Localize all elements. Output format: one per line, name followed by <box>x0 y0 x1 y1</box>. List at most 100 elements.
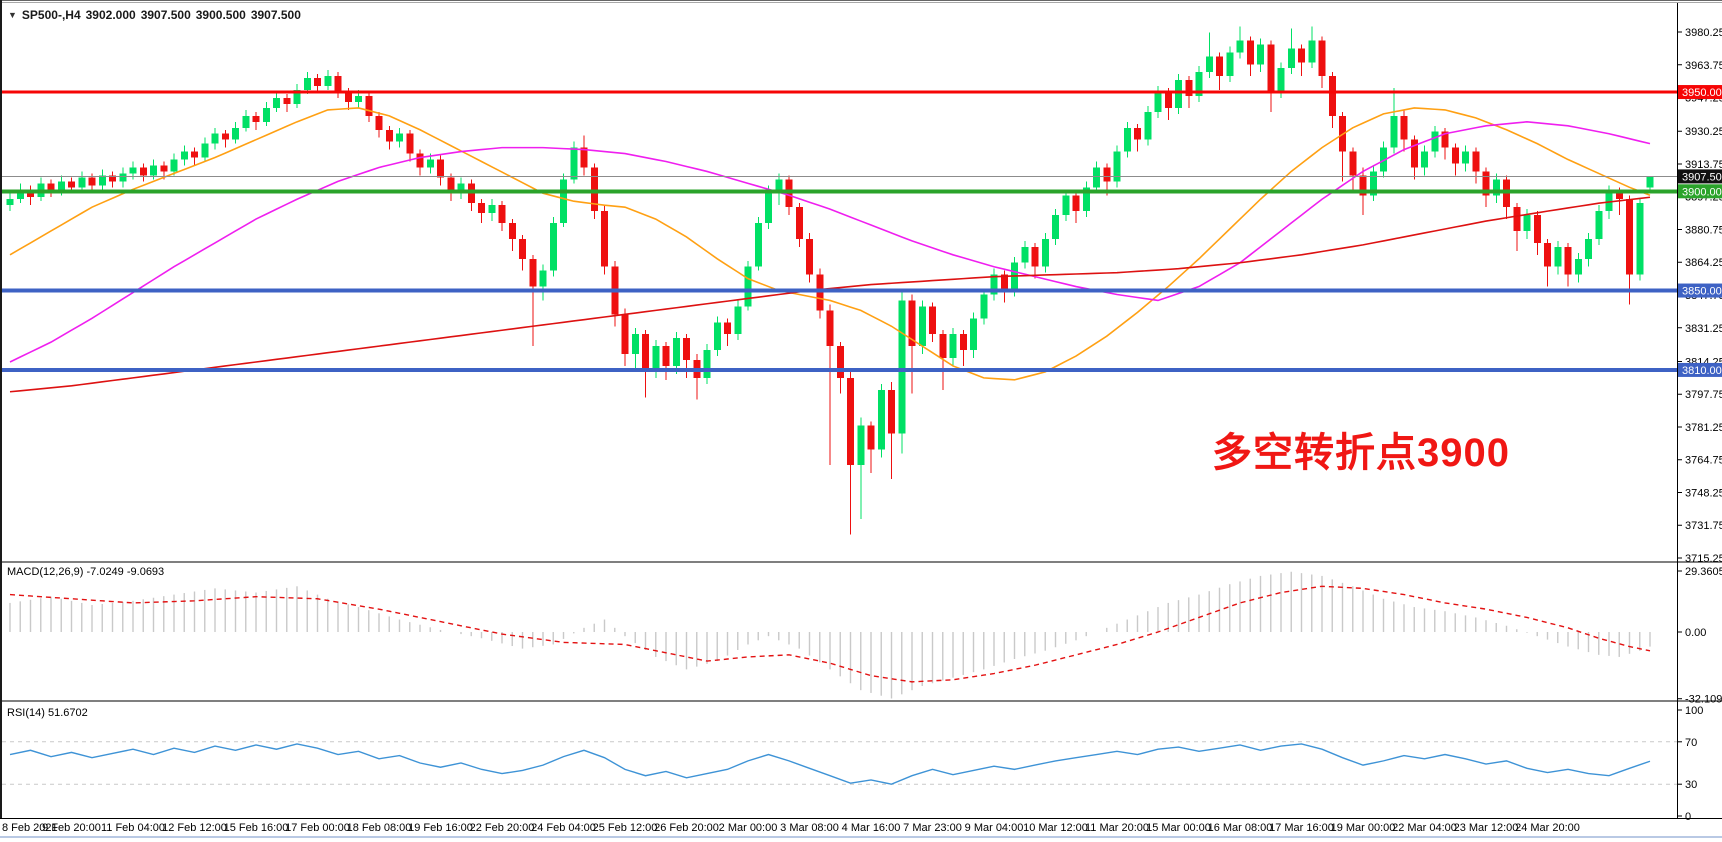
bull-candle <box>457 183 465 194</box>
bull-candle <box>1492 179 1500 196</box>
bull-candle <box>129 167 137 174</box>
bull-candle <box>180 151 188 160</box>
price-tick-label: 3831.250 <box>1685 323 1722 335</box>
price-tick-label: 3864.250 <box>1685 257 1722 269</box>
bear-candle <box>88 177 96 186</box>
bear-candle <box>375 115 383 130</box>
rsi-tick-label: 70 <box>1685 737 1697 749</box>
time-tick-label: 9 Mar 04:00 <box>965 822 1024 834</box>
bear-candle <box>1626 199 1633 275</box>
bear-candle <box>344 92 352 102</box>
bear-candle <box>826 310 834 347</box>
price-tag-label: 3950.000 <box>1682 87 1722 99</box>
bear-candle <box>1072 195 1080 212</box>
bull-candle <box>1369 171 1377 196</box>
rsi-indicator-label: RSI(14) 51.6702 <box>7 707 88 719</box>
bull-candle <box>1646 176 1654 188</box>
bull-candle <box>713 322 721 351</box>
bull-candle <box>560 179 567 224</box>
bear-candle <box>68 181 75 188</box>
bull-candle <box>1175 80 1182 108</box>
price-scale[interactable]: 3980.2503963.7503947.2503930.2503913.750… <box>1678 27 1722 823</box>
bull-candle <box>355 96 362 102</box>
window-bottom-edge <box>0 836 1722 838</box>
bull-candle <box>1236 40 1244 53</box>
bull-candle <box>1123 127 1131 152</box>
analyst-annotation-text[interactable]: 多空转折点3900 <box>1212 431 1510 475</box>
macd-signal-line <box>9 585 1651 683</box>
time-tick-label: 8 Feb 2021 <box>2 822 58 834</box>
bull-candle <box>16 189 24 200</box>
bear-candle <box>1564 246 1572 275</box>
bull-candle <box>744 266 752 307</box>
time-tick-label: 11 Feb 04:00 <box>101 822 165 834</box>
price-tag-label: 3900.000 <box>1682 186 1722 198</box>
bull-candle <box>1226 52 1234 77</box>
bear-candle <box>498 205 506 224</box>
symbol-dropdown-icon[interactable]: ▼ <box>8 10 17 20</box>
bull-candle <box>539 270 547 287</box>
price-tag-3900.000 <box>1678 184 1722 199</box>
bear-candle <box>416 153 424 168</box>
rsi-name: RSI(14) <box>7 707 45 719</box>
bull-candle <box>78 177 86 188</box>
bull-candle <box>980 294 988 319</box>
bear-candle <box>252 115 260 122</box>
price-tick-label: 3930.250 <box>1685 126 1722 138</box>
price-tick-label: 3748.250 <box>1685 487 1722 499</box>
bull-candle <box>1062 195 1070 216</box>
bear-candle <box>47 183 55 192</box>
bear-candle <box>867 425 875 450</box>
time-tick-label: 19 Mar 00:00 <box>1331 822 1396 834</box>
macd-signal-value: -9.0693 <box>126 566 165 578</box>
bear-candle <box>1328 76 1336 116</box>
bear-candle <box>1164 92 1172 108</box>
price-tag-label: 3850.000 <box>1682 286 1722 298</box>
bull-candle <box>703 350 711 378</box>
time-tick-label: 2 Mar 00:00 <box>719 822 778 834</box>
bull-candle <box>990 274 998 295</box>
bear-candle <box>109 175 116 182</box>
bear-candle <box>1615 191 1623 200</box>
main-macd-divider <box>0 561 1722 563</box>
bear-candle <box>795 207 803 239</box>
horizontal-lines-layer <box>2 90 1677 372</box>
bear-candle <box>929 306 936 335</box>
bull-candle <box>1390 115 1398 148</box>
bull-candle <box>1277 68 1285 93</box>
bull-candle <box>1574 258 1582 275</box>
bull-candle <box>1093 167 1100 188</box>
window-top-border-2 <box>0 2 1722 3</box>
bear-candle <box>959 334 967 351</box>
bull-candle <box>1585 238 1592 259</box>
time-tick-label: 4 Mar 16:00 <box>842 822 901 834</box>
rsi-value: 51.6702 <box>47 707 88 719</box>
macd-main-value: -7.0249 <box>86 566 124 578</box>
bear-candle <box>806 238 813 275</box>
price-tag-label: 3907.500 <box>1682 171 1722 183</box>
time-tick-label: 25 Feb 12:00 <box>593 822 658 834</box>
bull-candle <box>6 199 14 206</box>
bear-candle <box>1031 246 1039 267</box>
bull-candle <box>57 181 65 192</box>
bear-candle <box>365 96 373 116</box>
rsi-line <box>9 743 1651 785</box>
bear-candle <box>191 151 198 158</box>
price-tick-label: 3715.250 <box>1685 553 1722 565</box>
bear-candle <box>908 300 916 347</box>
bear-candle <box>1185 80 1193 97</box>
bear-candle <box>1451 147 1459 164</box>
time-tick-label: 26 Feb 20:00 <box>654 822 719 834</box>
bear-candle <box>1441 131 1449 148</box>
bull-candle <box>549 223 557 271</box>
time-tick-label: 18 Feb 08:00 <box>347 822 412 834</box>
bear-candle <box>314 78 321 87</box>
bull-candle <box>1380 147 1387 172</box>
bull-candle <box>1021 246 1029 263</box>
bear-candle <box>683 338 690 361</box>
bull-candle <box>211 133 219 144</box>
time-tick-label: 9 Feb 20:00 <box>42 822 101 834</box>
chart-title: ▼ SP500-,H4 3902.000 3907.500 3900.500 3… <box>8 8 301 22</box>
